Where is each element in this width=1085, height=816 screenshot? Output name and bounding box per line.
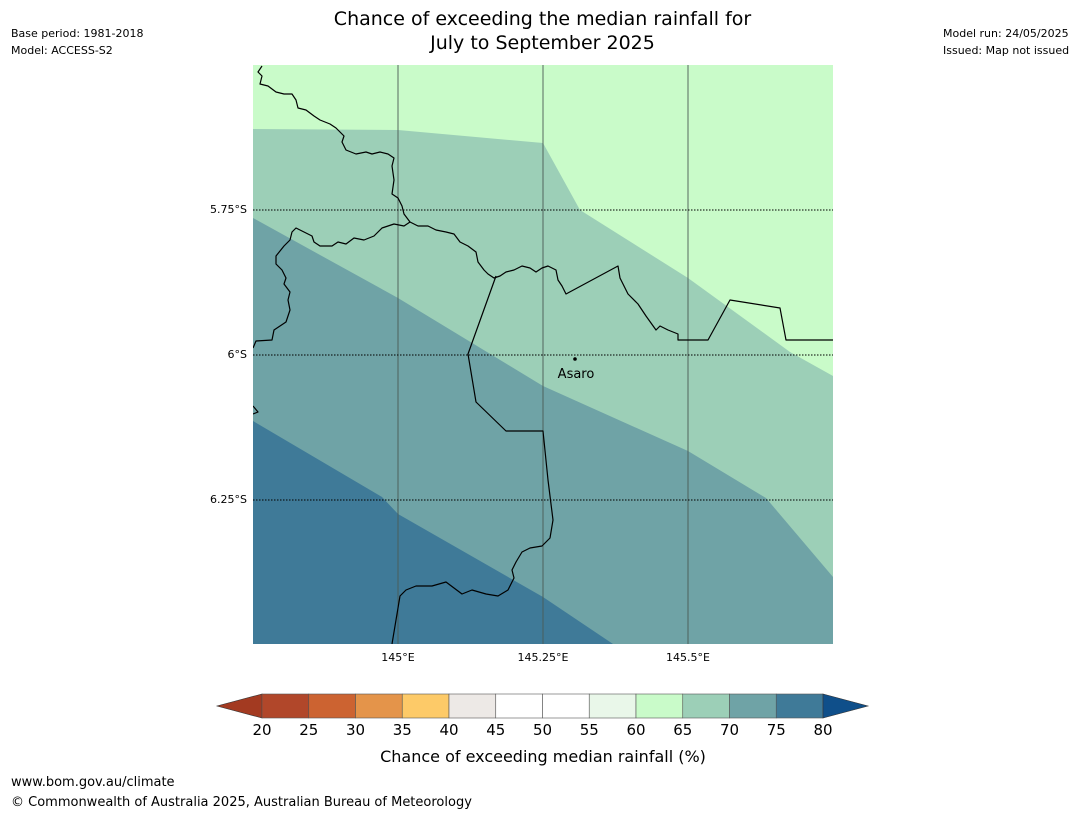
- colorbar-extend-high: [822, 693, 870, 719]
- colorbar-tick-55: 55: [580, 721, 599, 739]
- colorbar-extend-low: [215, 693, 263, 719]
- colorbar-box-65-70: [682, 693, 730, 719]
- border-west-fragment: [253, 405, 259, 415]
- base-period-text: Base period: 1981-2018: [11, 27, 144, 40]
- lat-labels: 5.75°S 6°S 6.25°S: [210, 203, 247, 506]
- colorbar-box-75-80: [775, 693, 824, 719]
- footer-url[interactable]: www.bom.gov.au/climate: [11, 775, 175, 790]
- lon-label-145e: 145°E: [381, 651, 414, 664]
- meta-left: Base period: 1981-2018 Model: ACCESS-S2: [11, 25, 143, 59]
- colorbar-tick-50: 50: [533, 721, 552, 739]
- place-marker-asaro: Asaro: [558, 357, 595, 382]
- asaro-dot: [573, 357, 577, 361]
- colorbar-tick-65: 65: [673, 721, 692, 739]
- issued-text: Issued: Map not issued: [943, 44, 1070, 57]
- colorbar-tick-25: 25: [299, 721, 318, 739]
- colorbar-box-60-65: [635, 693, 684, 719]
- colorbar-tick-80: 80: [813, 721, 832, 739]
- colorbar-box-50-55: [542, 693, 590, 719]
- lat-label-6-25s: 6.25°S: [210, 493, 247, 506]
- colorbar-tick-70: 70: [720, 721, 739, 739]
- colorbar-tick-60: 60: [626, 721, 645, 739]
- colorbar-tick-75: 75: [767, 721, 786, 739]
- colorbar-tick-30: 30: [346, 721, 365, 739]
- colorbar-tick-45: 45: [486, 721, 505, 739]
- colorbar-box-30-35: [355, 693, 403, 719]
- asaro-label: Asaro: [558, 367, 595, 382]
- border-upper: [253, 65, 411, 349]
- province-borders: [253, 65, 833, 644]
- border-east: [409, 221, 833, 341]
- colorbar-tick-40: 40: [439, 721, 458, 739]
- colorbar: [215, 693, 870, 719]
- parallel-lines: [253, 209, 833, 501]
- footer-copyright: © Commonwealth of Australia 2025, Austra…: [11, 795, 472, 810]
- title-line-1: Chance of exceeding the median rainfall …: [333, 8, 752, 30]
- border-central: [391, 275, 554, 644]
- model-run-text: Model run: 24/05/2025: [943, 27, 1069, 40]
- colorbar-tick-labels: 20 25 30 35 40 45 50 55 60 65 70 75 80: [252, 721, 832, 739]
- title-line-2: July to September 2025: [430, 32, 655, 54]
- colorbar-box-35-40: [401, 693, 450, 719]
- lon-label-145-5e: 145.5°E: [666, 651, 710, 664]
- lat-label-6s: 6°S: [228, 348, 247, 361]
- colorbar-box-55-60: [588, 693, 637, 719]
- lon-labels: 145°E 145.25°E 145.5°E: [381, 651, 710, 664]
- colorbar-box-70-75: [729, 693, 777, 719]
- colorbar-tick-35: 35: [393, 721, 412, 739]
- model-text: Model: ACCESS-S2: [11, 44, 113, 57]
- colorbar-box-20-25: [261, 693, 310, 719]
- colorbar-box-40-45: [448, 693, 497, 719]
- colorbar-box-45-50: [495, 693, 543, 719]
- map-title: Chance of exceeding the median rainfall …: [0, 7, 1085, 55]
- lat-label-5-75s: 5.75°S: [210, 203, 247, 216]
- colorbar-title: Chance of exceeding median rainfall (%): [380, 747, 706, 766]
- meta-right: Model run: 24/05/2025 Issued: Map not is…: [943, 25, 1069, 59]
- colorbar-box-25-30: [308, 693, 356, 719]
- lon-label-145-25e: 145.25°E: [518, 651, 569, 664]
- band-75-80: [253, 421, 613, 644]
- colorbar-tick-20: 20: [252, 721, 271, 739]
